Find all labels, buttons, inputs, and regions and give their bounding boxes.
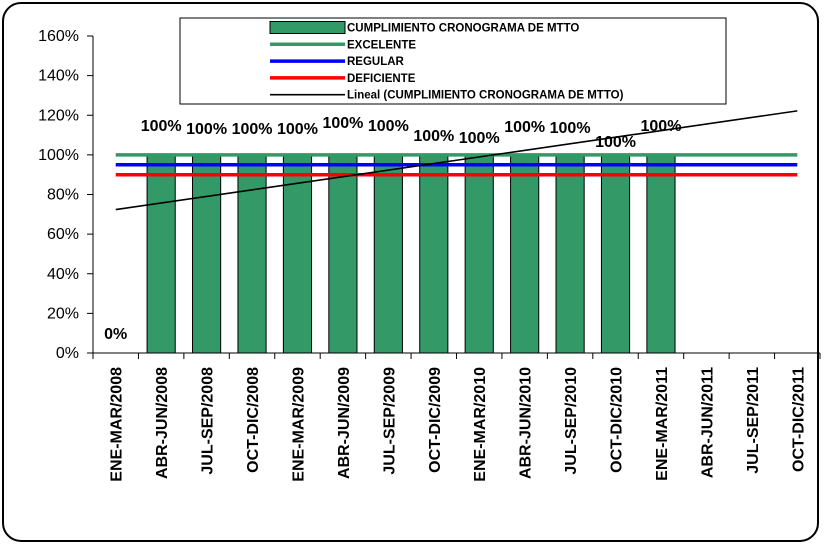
- y-tick-label: 160%: [38, 28, 79, 45]
- data-label: 100%: [322, 115, 363, 132]
- bar: [600, 154, 631, 354]
- data-label: 100%: [550, 120, 591, 137]
- data-label: 100%: [595, 134, 636, 151]
- legend-swatch: [269, 21, 346, 34]
- data-label: 0%: [104, 326, 127, 343]
- bar: [373, 154, 403, 354]
- legend-label: Lineal (CUMPLIMIENTO CRONOGRAMA DE MTTO): [347, 90, 624, 102]
- y-tick-label: 120%: [38, 107, 79, 124]
- bar: [555, 154, 585, 354]
- data-label: 100%: [641, 118, 682, 135]
- bar: [510, 154, 540, 354]
- legend-label: CUMPLIMIENTO CRONOGRAMA DE MTTO: [347, 23, 579, 35]
- x-tick-label: OCT-DIC/2009: [427, 367, 444, 473]
- x-tick-label: OCT-DIC/2010: [609, 367, 626, 473]
- legend-label: DEFICIENTE: [347, 73, 416, 85]
- bar: [464, 154, 494, 354]
- x-tick-label: JUL-SEP/2009: [381, 367, 398, 475]
- y-tick-label: 140%: [38, 68, 79, 85]
- y-tick-label: 100%: [38, 147, 79, 164]
- bar: [328, 154, 358, 354]
- legend: CUMPLIMIENTO CRONOGRAMA DE MTTO EXCELENTE…: [179, 17, 727, 105]
- data-label: 100%: [504, 119, 545, 136]
- x-tick-label: ABR-JUN/2009: [336, 367, 353, 479]
- x-tick-label: JUL-SEP/2011: [745, 367, 762, 474]
- y-tick-label: 80%: [47, 187, 79, 204]
- x-tick-label: ABR-JUN/2010: [518, 367, 535, 479]
- y-axis: 0% 20% 40% 60% 80% 100% 120% 140% 160%: [38, 28, 94, 362]
- x-tick-label: ABR-JUN/2011: [699, 367, 716, 478]
- reference-lines: [115, 153, 798, 177]
- y-tick-label: 0%: [56, 345, 79, 362]
- y-tick-label: 60%: [47, 226, 79, 243]
- x-tick-label: ENE-MAR/2008: [109, 367, 126, 482]
- x-tick-label: ABR-JUN/2008: [154, 367, 171, 479]
- bar: [146, 154, 176, 354]
- data-label: 100%: [232, 121, 273, 138]
- data-label: 100%: [141, 118, 182, 135]
- trendline-line: [115, 110, 798, 211]
- data-labels: 0%100% 100% 100% 100% 100% 100%100% 100%100% 10…: [104, 115, 681, 343]
- x-tick-label: OCT-DIC/2008: [245, 367, 262, 473]
- data-label: 100%: [413, 128, 454, 145]
- x-axis: ENE-MAR/2008 ABR-JUN/2008 JUL-SEP/2008 OCT-…: [92, 352, 821, 482]
- data-label: 100%: [459, 130, 500, 147]
- x-tick-label: ENE-MAR/2010: [472, 367, 489, 482]
- y-tick-label: 20%: [47, 305, 79, 322]
- x-tick-label: JUL-SEP/2010: [563, 367, 580, 475]
- data-label: 100%: [277, 121, 318, 138]
- x-tick-label: ENE-MAR/2009: [290, 367, 307, 482]
- bar: [192, 154, 222, 354]
- legend-label: REGULAR: [347, 56, 405, 68]
- bar: [237, 154, 267, 354]
- trendline: [115, 110, 798, 211]
- legend-label: EXCELENTE: [347, 39, 416, 51]
- bar: [419, 154, 449, 354]
- x-tick-label: ENE-MAR/2011: [654, 367, 671, 481]
- bar: [646, 154, 676, 354]
- x-tick-label: OCT-DIC/2011: [790, 367, 807, 472]
- y-tick-label: 40%: [47, 266, 79, 283]
- data-label: 100%: [368, 118, 409, 135]
- data-label: 100%: [186, 121, 227, 138]
- x-tick-label: JUL-SEP/2008: [200, 367, 217, 475]
